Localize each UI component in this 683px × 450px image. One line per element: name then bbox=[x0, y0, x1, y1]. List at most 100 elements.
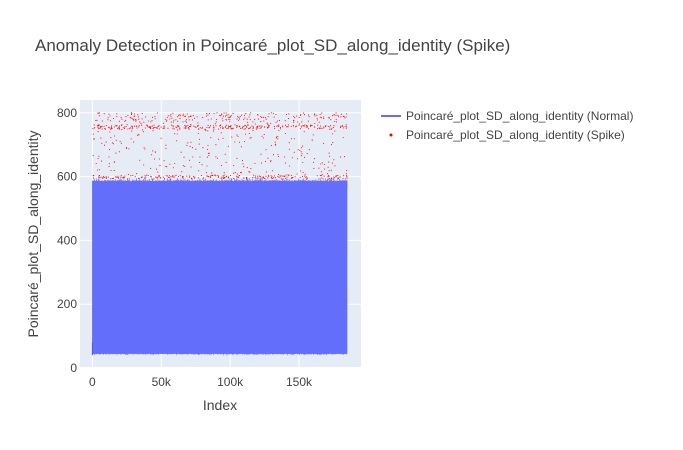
legend-item-spike[interactable]: Poincaré_plot_SD_along_identity (Spike) bbox=[389, 128, 625, 142]
spike-point bbox=[138, 118, 140, 120]
spike-point bbox=[268, 113, 270, 115]
spike-point bbox=[262, 116, 265, 118]
spike-point bbox=[130, 112, 132, 114]
spike-point bbox=[213, 128, 215, 130]
spike-point bbox=[308, 128, 310, 130]
spike-point bbox=[127, 114, 129, 117]
spike-point bbox=[185, 127, 187, 129]
spike-point bbox=[245, 133, 247, 135]
spike-point bbox=[206, 113, 208, 115]
spike-point bbox=[197, 132, 199, 135]
spike-point bbox=[107, 126, 110, 128]
spike-point bbox=[98, 169, 100, 171]
y-axis-ticks: 0 200 400 600 800 bbox=[57, 106, 77, 375]
spike-point bbox=[170, 115, 172, 117]
spike-point bbox=[281, 175, 283, 177]
spike-point bbox=[320, 163, 322, 165]
spike-point bbox=[150, 121, 152, 123]
spike-point bbox=[244, 117, 246, 119]
spike-point bbox=[258, 125, 260, 127]
spike-point bbox=[214, 123, 216, 125]
spike-point bbox=[323, 116, 325, 118]
spike-point bbox=[329, 128, 331, 130]
spike-point bbox=[238, 116, 240, 119]
spike-point bbox=[179, 115, 181, 117]
spike-point bbox=[252, 130, 254, 132]
spike-point bbox=[133, 141, 135, 143]
spike-point bbox=[224, 115, 227, 117]
spike-point bbox=[195, 126, 197, 128]
spike-point bbox=[272, 177, 275, 179]
spike-point bbox=[318, 121, 320, 123]
spike-point bbox=[332, 127, 334, 129]
spike-point bbox=[173, 119, 175, 121]
spike-point bbox=[311, 139, 313, 141]
spike-point bbox=[107, 176, 109, 178]
spike-point bbox=[345, 127, 347, 129]
spike-point bbox=[288, 175, 290, 177]
spike-point bbox=[279, 128, 281, 130]
spike-point bbox=[216, 157, 218, 159]
spike-point bbox=[166, 119, 168, 121]
spike-point bbox=[227, 116, 229, 118]
spike-point bbox=[211, 172, 213, 174]
spike-point bbox=[219, 115, 221, 117]
spike-point bbox=[252, 127, 255, 129]
spike-point bbox=[223, 172, 225, 174]
spike-point bbox=[138, 126, 140, 128]
spike-point bbox=[198, 138, 201, 140]
spike-point bbox=[209, 126, 211, 128]
spike-point bbox=[193, 125, 195, 127]
spike-point bbox=[337, 178, 339, 180]
spike-point bbox=[290, 138, 292, 140]
spike-point bbox=[178, 114, 180, 116]
spike-point bbox=[230, 128, 233, 130]
spike-point bbox=[147, 174, 149, 176]
spike-point bbox=[125, 119, 127, 121]
spike-point bbox=[101, 142, 103, 144]
spike-point bbox=[237, 176, 239, 178]
spike-point bbox=[162, 127, 164, 129]
spike-point bbox=[197, 128, 199, 130]
spike-point bbox=[103, 113, 105, 115]
spike-point bbox=[108, 163, 110, 165]
spike-point bbox=[118, 151, 120, 153]
spike-point bbox=[207, 114, 209, 116]
spike-point bbox=[303, 156, 306, 158]
spike-point bbox=[229, 119, 231, 121]
spike-point bbox=[239, 126, 241, 128]
spike-point bbox=[101, 128, 103, 130]
spike-point bbox=[257, 177, 259, 179]
spike-point bbox=[93, 175, 95, 177]
spike-point bbox=[202, 178, 204, 180]
spike-point bbox=[312, 161, 315, 163]
spike-point bbox=[136, 127, 138, 129]
spike-point bbox=[229, 174, 232, 177]
spike-point bbox=[243, 177, 245, 179]
spike-point bbox=[215, 118, 218, 121]
spike-point bbox=[286, 176, 288, 178]
legend-item-normal[interactable]: Poincaré_plot_SD_along_identity (Normal) bbox=[381, 109, 633, 123]
spike-point bbox=[340, 125, 342, 127]
spike-point bbox=[202, 147, 204, 149]
spike-point bbox=[236, 173, 238, 175]
spike-point bbox=[229, 121, 231, 123]
spike-point bbox=[252, 125, 254, 127]
spike-point bbox=[126, 124, 128, 126]
spike-point bbox=[115, 124, 117, 127]
spike-point bbox=[239, 171, 242, 174]
spike-point bbox=[93, 127, 96, 129]
spike-point bbox=[151, 154, 153, 156]
spike-point bbox=[206, 175, 208, 177]
spike-point bbox=[120, 176, 122, 178]
spike-point bbox=[301, 147, 303, 149]
spike-point bbox=[279, 126, 282, 128]
spike-point bbox=[297, 158, 299, 160]
spike-point bbox=[184, 165, 186, 167]
spike-point bbox=[288, 142, 290, 144]
spike-point bbox=[301, 121, 303, 123]
spike-point bbox=[150, 167, 152, 169]
spike-point bbox=[344, 178, 346, 180]
spike-point bbox=[118, 127, 121, 129]
spike-point bbox=[298, 124, 300, 126]
